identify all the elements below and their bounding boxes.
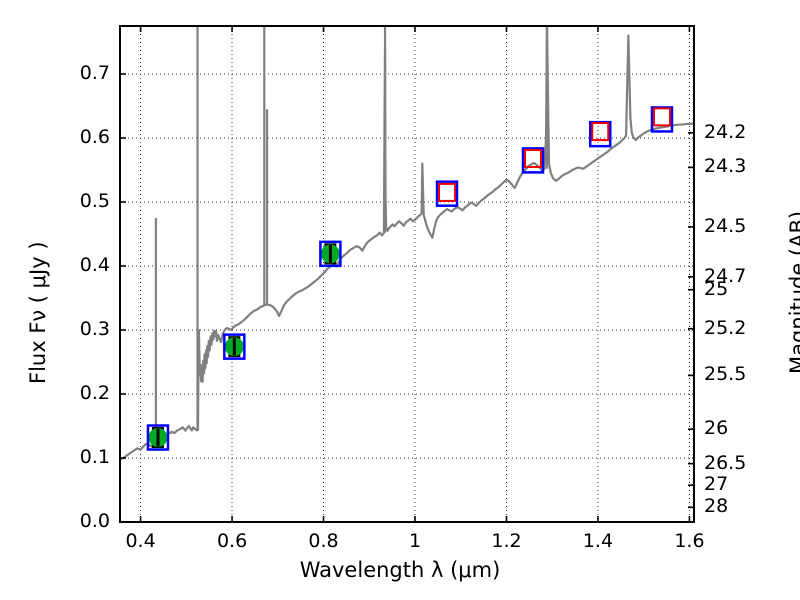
y-tick-label-right: 25.2 <box>704 316 747 339</box>
x-tick-label: 0.6 <box>216 530 248 552</box>
axes-frame <box>119 25 695 523</box>
x-axis-title: Wavelength λ (μm) <box>299 558 501 582</box>
x-tick-label: 1.4 <box>582 530 614 552</box>
y-tick-label-right: 25 <box>704 277 729 300</box>
x-tick-label: 0.8 <box>308 530 339 552</box>
y-tick-label-right: 24.7 <box>704 264 747 287</box>
y-tick-label-right: 24.5 <box>704 214 747 237</box>
y-tick-label-right: 26.5 <box>704 451 747 474</box>
y-tick-label-left: 0.6 <box>79 126 110 148</box>
y-tick-label-left: 0.2 <box>79 382 110 404</box>
y-tick-label-right: 24.2 <box>704 120 747 143</box>
spectrum-curve <box>120 26 694 461</box>
y-tick-label-left: 0.1 <box>79 446 110 468</box>
y-tick-label-right: 25.5 <box>704 363 747 386</box>
grid-lines <box>120 26 694 522</box>
y-tick-label-left: 0.0 <box>79 510 110 532</box>
y-tick-label-right: 26 <box>704 417 729 440</box>
y-tick-label-right: 27 <box>704 473 729 496</box>
y-axis-title-right: Magnitude (AB) <box>786 210 800 374</box>
y-tick-label-left: 0.3 <box>79 318 110 340</box>
x-tick-label: 1.6 <box>674 530 705 552</box>
axis-ticks <box>120 26 694 523</box>
x-tick-label: 0.4 <box>125 530 156 552</box>
y-tick-label-left: 0.5 <box>79 190 110 212</box>
x-tick-label: 1.2 <box>491 530 522 552</box>
y-tick-label-right: 28 <box>704 495 729 518</box>
y-tick-label-right: 24.3 <box>704 155 747 178</box>
x-tick-label: 1 <box>408 530 422 552</box>
y-tick-label-left: 0.7 <box>79 62 110 84</box>
y-tick-label-left: 0.4 <box>79 254 110 276</box>
photometry-markers <box>146 106 674 451</box>
y-axis-title-left: Flux Fν ( μJy ) <box>26 241 50 384</box>
